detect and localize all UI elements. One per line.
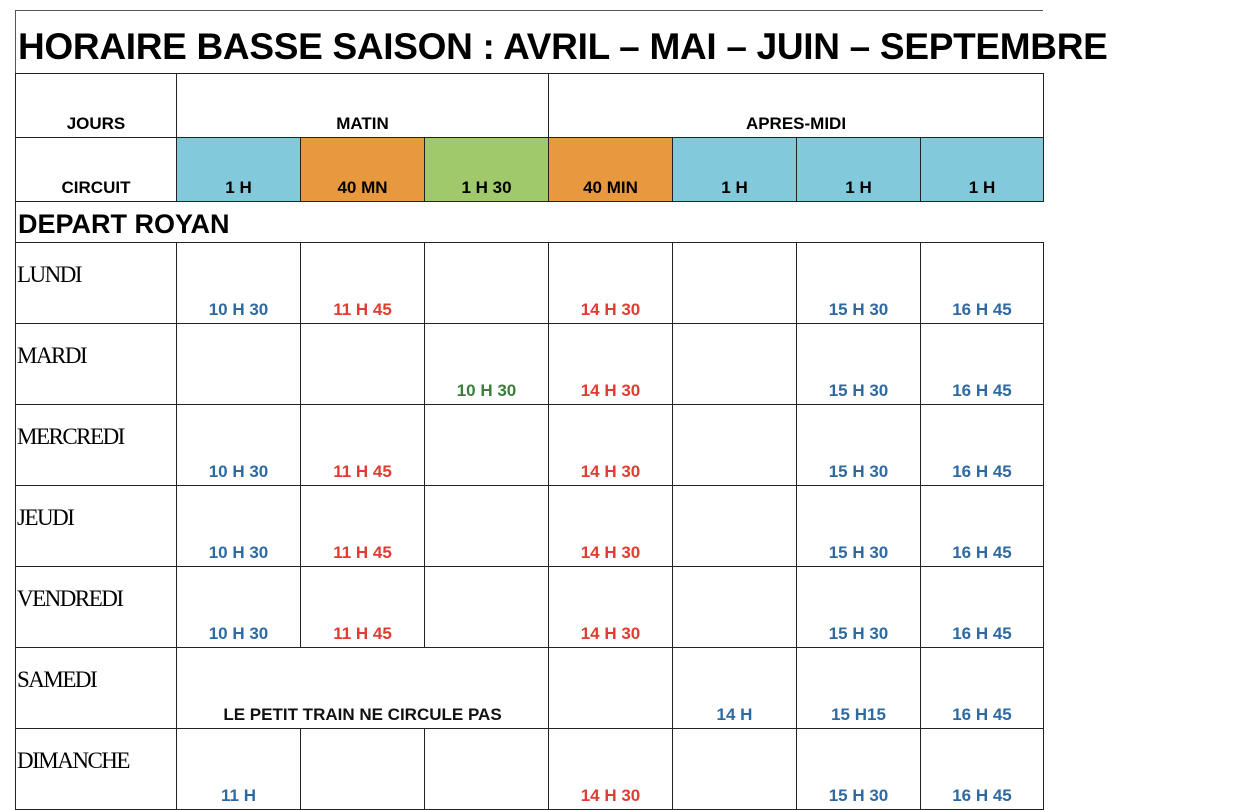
departure-time-cell: 11 H 45 (300, 242, 425, 324)
left-border (15, 10, 16, 74)
departure-time-cell: 16 H 45 (920, 728, 1044, 810)
empty-cell (672, 242, 797, 324)
day-label: DIMANCHE (15, 728, 177, 810)
departure-time-cell: 14 H 30 (548, 404, 673, 486)
empty-cell (300, 728, 425, 810)
schedule-row-dimanche: DIMANCHE 11 H 14 H 30 15 H 30 16 H 45 (15, 728, 1044, 810)
departure-time-cell: 15 H 30 (796, 728, 921, 810)
departure-time-cell: 14 H 30 (548, 485, 673, 567)
empty-cell (424, 242, 549, 324)
day-label: JEUDI (15, 485, 177, 567)
departure-time-cell: 14 H (672, 647, 797, 729)
circuit-duration-cell: 1 H (672, 137, 797, 202)
departure-time-cell: 10 H 30 (176, 485, 301, 567)
day-label: VENDREDI (15, 566, 177, 648)
empty-cell (548, 647, 673, 729)
schedule-row-mardi: MARDI 10 H 30 14 H 30 15 H 30 16 H 45 (15, 323, 1044, 405)
departure-time-cell: 10 H 30 (176, 566, 301, 648)
departure-time-cell: 11 H 45 (300, 566, 425, 648)
departure-time-cell: 16 H 45 (920, 404, 1044, 486)
departure-time-cell: 15 H15 (796, 647, 921, 729)
empty-cell (672, 485, 797, 567)
schedule-row-lundi: LUNDI 10 H 30 11 H 45 14 H 30 15 H 30 16 H 45 (15, 242, 1044, 324)
day-label: MARDI (15, 323, 177, 405)
circuit-duration-cell: 1 H (176, 137, 301, 202)
departure-time-cell: 15 H 30 (796, 566, 921, 648)
day-label: MERCREDI (15, 404, 177, 486)
empty-cell (424, 404, 549, 486)
schedule-row-jeudi: JEUDI 10 H 30 11 H 45 14 H 30 15 H 30 16 H 45 (15, 485, 1044, 567)
matin-header: MATIN (176, 73, 549, 138)
departure-time-cell: 14 H 30 (548, 242, 673, 324)
empty-cell (176, 323, 301, 405)
departure-time-cell: 15 H 30 (796, 404, 921, 486)
section-row: DEPART ROYAN (15, 201, 1044, 243)
page-title: HORAIRE BASSE SAISON : AVRIL – MAI – JUI… (18, 26, 1108, 67)
empty-cell (424, 485, 549, 567)
schedule-row-vendredi: VENDREDI 10 H 30 11 H 45 14 H 30 15 H 30 16 H… (15, 566, 1044, 648)
departure-time-cell: 16 H 45 (920, 242, 1044, 324)
departure-time-cell: 16 H 45 (920, 647, 1044, 729)
apres-midi-header: APRES-MIDI (548, 73, 1044, 138)
circuit-header: CIRCUIT (15, 137, 177, 202)
empty-cell (672, 728, 797, 810)
top-border (15, 10, 1043, 11)
departure-time-cell: 16 H 45 (920, 566, 1044, 648)
departure-time-cell: 10 H 30 (424, 323, 549, 405)
departure-time-cell: LE PETIT TRAIN NE CIRCULE PAS (176, 647, 549, 729)
departure-time-cell: 14 H 30 (548, 728, 673, 810)
departure-time-cell: 11 H (176, 728, 301, 810)
schedule-table: JOURS MATIN APRES-MIDI CIRCUIT 1 H 40 MN 1… (15, 73, 1044, 810)
empty-cell (672, 323, 797, 405)
empty-cell (424, 566, 549, 648)
day-label: LUNDI (15, 242, 177, 324)
departure-time-cell: 14 H 30 (548, 323, 673, 405)
empty-cell (300, 323, 425, 405)
departure-time-cell: 10 H 30 (176, 242, 301, 324)
departure-time-cell: 15 H 30 (796, 485, 921, 567)
departure-time-cell: 11 H 45 (300, 404, 425, 486)
empty-cell (424, 728, 549, 810)
day-label: SAMEDI (15, 647, 177, 729)
departure-time-cell: 15 H 30 (796, 323, 921, 405)
departure-time-cell: 11 H 45 (300, 485, 425, 567)
circuit-duration-cell: 1 H (920, 137, 1044, 202)
departure-time-cell: 10 H 30 (176, 404, 301, 486)
circuit-duration-cell: 40 MIN (548, 137, 673, 202)
departure-time-cell: 15 H 30 (796, 242, 921, 324)
empty-cell (672, 566, 797, 648)
circuit-duration-cell: 1 H 30 (424, 137, 549, 202)
departure-time-cell: 14 H 30 (548, 566, 673, 648)
circuit-duration-cell: 40 MN (300, 137, 425, 202)
schedule-row-mercredi: MERCREDI 10 H 30 11 H 45 14 H 30 15 H 30 16 H… (15, 404, 1044, 486)
period-header-row: JOURS MATIN APRES-MIDI (15, 73, 1044, 138)
departure-time-cell: 16 H 45 (920, 485, 1044, 567)
empty-cell (672, 404, 797, 486)
jours-header: JOURS (15, 73, 177, 138)
circuit-duration-cell: 1 H (796, 137, 921, 202)
departure-time-cell: 16 H 45 (920, 323, 1044, 405)
section-title: DEPART ROYAN (15, 201, 1044, 243)
